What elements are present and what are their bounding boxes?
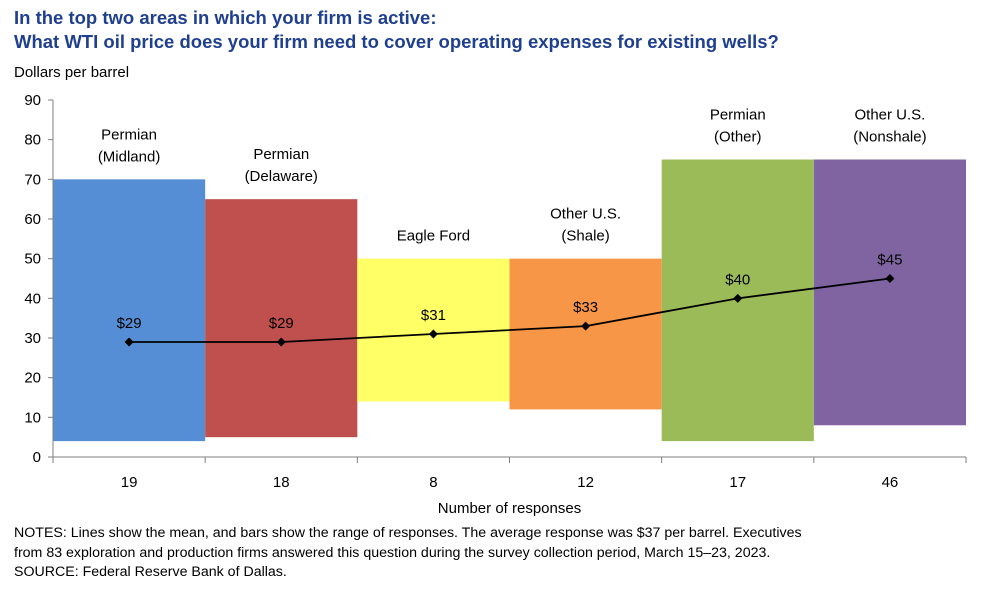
y-tick-label: 40	[24, 290, 41, 307]
mean-marker	[733, 293, 743, 303]
category-label: Permian	[253, 146, 309, 163]
chart-title: In the top two areas in which your firm …	[14, 6, 779, 54]
category-label: (Other)	[714, 129, 762, 146]
notes-line-1: NOTES: Lines show the mean, and bars sho…	[14, 525, 802, 541]
notes-line-2: from 83 exploration and production firms…	[14, 544, 771, 561]
x-tick-label: 17	[729, 474, 746, 491]
source-line: SOURCE: Federal Reserve Bank of Dallas.	[14, 564, 287, 580]
y-tick-label: 50	[24, 251, 41, 268]
y-tick-label: 10	[24, 409, 41, 426]
chart-title-line-2: What WTI oil price does your firm need t…	[14, 31, 779, 52]
mean-data-label: $40	[725, 271, 750, 288]
y-tick-label: 80	[24, 132, 41, 149]
category-label: Other U.S.	[854, 107, 925, 124]
chart-notes: NOTES: Lines show the mean, and bars sho…	[14, 524, 802, 583]
category-label: Permian	[710, 107, 766, 124]
range-bar	[509, 258, 662, 410]
category-label: (Midland)	[98, 148, 161, 165]
y-tick-label: 70	[24, 171, 41, 188]
category-label: Other U.S.	[550, 206, 621, 223]
x-tick-label: 12	[577, 474, 594, 491]
y-tick-label: 0	[33, 449, 41, 466]
mean-data-label: $29	[117, 315, 142, 332]
chart-title-line-1: In the top two areas in which your firm …	[14, 7, 437, 28]
x-tick-label: 46	[882, 474, 899, 491]
category-label: (Nonshale)	[853, 129, 926, 146]
mean-line	[129, 277, 891, 343]
mean-data-label: $29	[269, 315, 294, 332]
y-axis-title: Dollars per barrel	[14, 64, 130, 81]
x-axis-title: Number of responses	[438, 500, 581, 517]
range-bar	[813, 159, 966, 426]
y-tick-label: 20	[24, 370, 41, 387]
range-bar	[205, 199, 358, 438]
mean-marker	[124, 337, 134, 347]
mean-data-label: $33	[573, 299, 598, 316]
range-bar	[53, 179, 206, 442]
mean-marker	[885, 274, 895, 283]
category-label: (Shale)	[561, 228, 609, 245]
category-label: (Delaware)	[245, 168, 318, 185]
x-tick-label: 19	[121, 474, 138, 491]
y-tick-label: 30	[24, 330, 41, 347]
category-label: Eagle Ford	[397, 228, 470, 245]
category-label: Permian	[101, 126, 157, 143]
x-tick-label: 18	[273, 474, 290, 491]
mean-data-label: $31	[421, 307, 446, 324]
mean-marker	[428, 329, 438, 339]
mean-marker	[581, 321, 591, 331]
mean-data-label: $45	[877, 252, 902, 269]
y-tick-label: 60	[24, 211, 41, 228]
y-tick-label: 90	[24, 92, 41, 109]
x-tick-label: 8	[429, 474, 437, 491]
mean-marker	[276, 337, 286, 347]
